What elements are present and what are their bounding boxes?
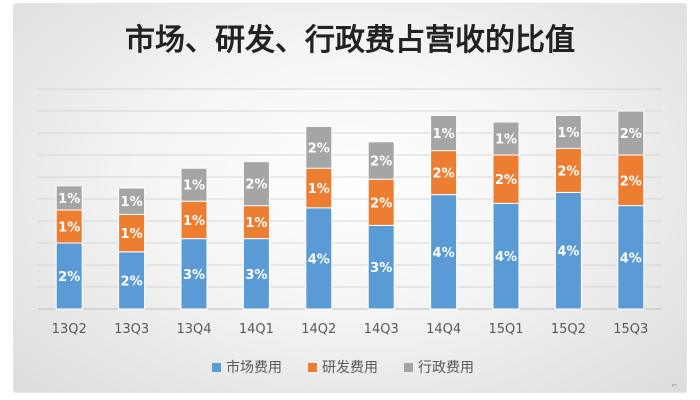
data-label: 1% bbox=[433, 127, 455, 142]
data-label: 4% bbox=[433, 246, 455, 261]
data-label: 2% bbox=[433, 167, 455, 182]
bars bbox=[55, 110, 645, 310]
bar-segment-rnd-15Q1 bbox=[492, 154, 520, 204]
bar-segment-marketing-15Q2 bbox=[554, 191, 582, 310]
bar-segment-marketing-15Q3 bbox=[617, 205, 645, 310]
data-label: 2% bbox=[557, 164, 579, 179]
legend-label: 行政费用 bbox=[418, 360, 474, 376]
corner-mark: ⌐ bbox=[671, 381, 678, 390]
data-label: 2% bbox=[370, 155, 392, 170]
stacked-bar-chart: 市场、研发、行政费占营收的比值 2%1%1%2%1%1%3%1%1%3%1%2%… bbox=[38, 23, 662, 376]
data-label: 3% bbox=[245, 268, 267, 283]
data-label: 1% bbox=[308, 182, 330, 197]
data-label: 2% bbox=[370, 196, 392, 211]
data-label: 4% bbox=[620, 251, 642, 266]
bar-segment-admin-15Q2 bbox=[554, 114, 582, 149]
x-tick-label: 13Q4 bbox=[176, 322, 211, 337]
data-label: 1% bbox=[58, 221, 80, 236]
data-label: 1% bbox=[557, 126, 579, 141]
x-tick-label: 15Q3 bbox=[613, 322, 648, 337]
chart-title: 市场、研发、行政费占营收的比值 bbox=[125, 23, 575, 58]
data-label: 1% bbox=[121, 227, 143, 242]
data-label: 4% bbox=[557, 245, 579, 260]
bar-segment-marketing-13Q3 bbox=[118, 251, 146, 310]
data-label: 2% bbox=[620, 127, 642, 142]
data-label: 1% bbox=[495, 133, 517, 148]
x-tick-label: 15Q2 bbox=[551, 322, 586, 337]
data-label: 1% bbox=[245, 216, 267, 231]
legend: 市场费用 研发费用 行政费用 bbox=[212, 359, 474, 376]
x-tick-label: 14Q4 bbox=[426, 322, 461, 337]
legend-swatch bbox=[212, 363, 221, 372]
bar-segment-admin-13Q3 bbox=[118, 187, 146, 215]
x-tick-label: 13Q3 bbox=[114, 322, 149, 337]
bar-segment-admin-15Q1 bbox=[492, 121, 520, 156]
bar-segment-rnd-13Q3 bbox=[118, 213, 146, 253]
data-label: 2% bbox=[58, 270, 80, 285]
data-label: 1% bbox=[183, 214, 205, 229]
x-tick-label: 14Q1 bbox=[239, 322, 274, 337]
legend-swatch bbox=[308, 363, 317, 372]
bar-segment-marketing-13Q2 bbox=[55, 242, 83, 310]
x-axis: 13Q2 13Q3 13Q4 14Q1 14Q2 14Q3 14Q4 15Q1 15Q2 15Q3 bbox=[52, 322, 649, 337]
x-tick-label: 14Q3 bbox=[364, 322, 399, 337]
bar-segment-admin-13Q2 bbox=[55, 185, 83, 211]
legend-swatch bbox=[404, 363, 413, 372]
bar-segment-marketing-14Q2 bbox=[305, 207, 333, 310]
legend-label: 市场费用 bbox=[226, 359, 282, 376]
bar-segment-admin-13Q4 bbox=[180, 167, 208, 202]
bar-segment-marketing-14Q1 bbox=[242, 238, 270, 310]
bar-segment-rnd-13Q2 bbox=[55, 209, 83, 244]
bar-segment-admin-14Q4 bbox=[430, 114, 458, 152]
bar-segment-rnd-14Q4 bbox=[430, 150, 458, 196]
chart-card: 市场、研发、行政费占营收的比值 2% 1% 1% 2% 1% 1% 3% 1% 1% 3% 1% 2%… bbox=[14, 4, 686, 392]
legend-label: 研发费用 bbox=[322, 360, 378, 376]
data-label: 3% bbox=[183, 268, 205, 283]
data-labels: 2% 1% 1% 2% 1% 1% 3% 1% 1% 3% 1% 2% 4% 1% 2% 3% 2% 2% 4% 2%… bbox=[58, 126, 642, 290]
x-tick-label: 13Q2 bbox=[52, 322, 87, 337]
data-label: 4% bbox=[495, 250, 517, 265]
data-label: 3% bbox=[370, 261, 392, 276]
bar-segment-admin-14Q3 bbox=[367, 141, 395, 180]
bar-segment-admin-14Q1 bbox=[242, 161, 270, 207]
data-label: 2% bbox=[620, 174, 642, 189]
x-tick-label: 14Q2 bbox=[301, 322, 336, 337]
bar-segment-admin-14Q2 bbox=[305, 125, 333, 169]
x-tick-label: 15Q1 bbox=[488, 322, 523, 337]
bar-segment-admin-15Q3 bbox=[617, 110, 645, 156]
data-label: 1% bbox=[183, 179, 205, 194]
data-label: 2% bbox=[121, 274, 143, 289]
data-label: 2% bbox=[245, 178, 267, 193]
data-label: 4% bbox=[308, 252, 330, 267]
data-label: 2% bbox=[495, 173, 517, 188]
bar-segment-marketing-14Q3 bbox=[367, 224, 395, 310]
data-label: 1% bbox=[121, 195, 143, 210]
data-label: 1% bbox=[58, 192, 80, 207]
bar-segment-marketing-15Q1 bbox=[492, 202, 520, 310]
bar-segment-marketing-14Q4 bbox=[430, 194, 458, 310]
bar-segment-rnd-15Q3 bbox=[617, 154, 645, 207]
data-label: 2% bbox=[308, 141, 330, 156]
